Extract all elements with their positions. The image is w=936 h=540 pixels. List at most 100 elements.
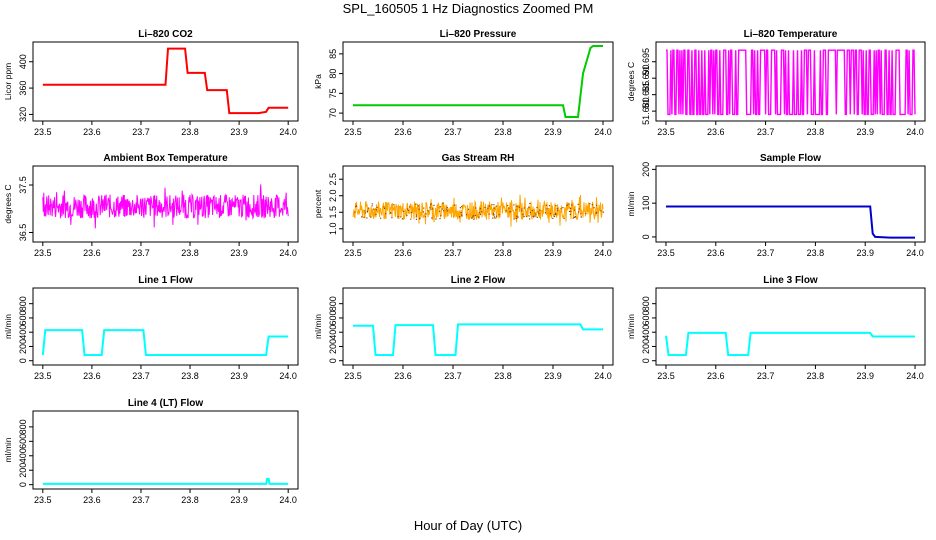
data-point [371, 205, 373, 207]
data-point [415, 214, 417, 216]
data-markers [354, 202, 604, 220]
data-point [401, 218, 403, 220]
x-tick-label: 23.9 [544, 127, 562, 137]
y-tick-label: 800 [18, 296, 28, 311]
data-point [577, 203, 579, 205]
y-tick-label: 2.0 [328, 189, 338, 202]
data-point [403, 210, 405, 212]
x-tick-label: 23.8 [181, 127, 199, 137]
x-tick-label: 23.6 [707, 371, 725, 381]
plot-frame [32, 165, 299, 243]
x-tick-label: 23.9 [230, 127, 248, 137]
data-point [600, 210, 602, 212]
data-point [475, 207, 477, 209]
data-point [459, 207, 461, 209]
data-point [495, 205, 497, 207]
data-point [556, 207, 558, 209]
y-tick-label: 800 [18, 419, 28, 434]
data-point [363, 216, 365, 218]
x-tick-label: 23.5 [34, 127, 52, 137]
data-point [518, 206, 520, 208]
y-tick-label: 0 [641, 234, 651, 239]
data-series [666, 205, 915, 239]
data-point [354, 211, 356, 213]
data-point [461, 215, 463, 217]
data-point [410, 212, 412, 214]
x-tick-label: 23.8 [181, 371, 199, 381]
y-tick-label: 100 [641, 196, 651, 211]
data-point [424, 216, 426, 218]
x-tick-label: 23.8 [181, 495, 199, 505]
y-tick-label: 2.5 [328, 173, 338, 186]
data-point [473, 218, 475, 220]
data-point [529, 211, 531, 214]
data-point [478, 212, 480, 214]
y-tick-label: 400 [18, 325, 28, 340]
data-point [355, 206, 357, 208]
x-tick-label: 23.6 [83, 127, 101, 137]
x-tick-label: 23.5 [657, 248, 675, 258]
data-series [42, 184, 289, 229]
data-point [529, 218, 531, 220]
x-tick-label: 23.5 [34, 495, 52, 505]
data-point [418, 208, 420, 210]
plot-frame [342, 165, 614, 243]
chart-title: Gas Stream RH [442, 153, 515, 164]
data-point [361, 216, 363, 218]
data-point [508, 207, 510, 209]
data-point [523, 207, 525, 209]
y-tick-label: 51.680 [641, 97, 651, 125]
x-tick-label: 23.6 [707, 248, 725, 258]
x-tick-label: 23.6 [394, 248, 412, 258]
x-tick-label: 23.7 [757, 248, 775, 258]
data-point [595, 212, 597, 214]
data-point [432, 208, 434, 210]
y-tick-label: 400 [18, 448, 28, 463]
data-point [494, 217, 496, 219]
data-point [555, 205, 557, 207]
data-point [441, 208, 443, 210]
x-tick-label: 24.0 [906, 371, 924, 381]
data-point [507, 205, 509, 207]
data-point [580, 213, 582, 215]
data-point [553, 215, 556, 217]
data-point [517, 216, 519, 218]
y-tick-label: 80 [328, 69, 338, 79]
x-tick-label: 23.9 [856, 371, 874, 381]
y-tick-label: 85 [328, 49, 338, 59]
data-point [366, 217, 368, 219]
data-point [407, 208, 409, 210]
data-point [400, 216, 402, 218]
y-axis-label: ml/min [626, 191, 636, 216]
data-point [393, 204, 395, 206]
x-tick-label: 23.5 [344, 371, 362, 381]
data-point [442, 202, 444, 204]
x-tick-label: 23.5 [34, 248, 52, 258]
y-tick-label: 0 [641, 358, 651, 363]
x-tick-label: 23.6 [83, 248, 101, 258]
x-tick-label: 24.0 [279, 495, 297, 505]
y-tick-label: 0 [328, 358, 338, 363]
x-tick-label: 23.5 [34, 371, 52, 381]
data-point [560, 208, 562, 210]
plot-frame [32, 41, 299, 122]
data-point [568, 210, 571, 212]
data-point [509, 211, 511, 213]
y-tick-label: 200 [18, 339, 28, 354]
data-point [406, 214, 408, 216]
x-tick-label: 23.6 [394, 127, 412, 137]
data-point [397, 215, 399, 218]
plot-frame [32, 287, 299, 366]
data-point [384, 207, 386, 209]
data-point [367, 207, 370, 209]
data-point [409, 206, 411, 208]
y-tick-label: 360 [18, 81, 28, 96]
data-point [472, 215, 474, 217]
data-point [429, 206, 431, 208]
data-point [380, 217, 382, 219]
x-tick-label: 23.8 [181, 248, 199, 258]
chart-title: Li–820 Pressure [440, 29, 517, 40]
data-point [443, 210, 445, 212]
y-tick-label: 320 [18, 107, 28, 122]
